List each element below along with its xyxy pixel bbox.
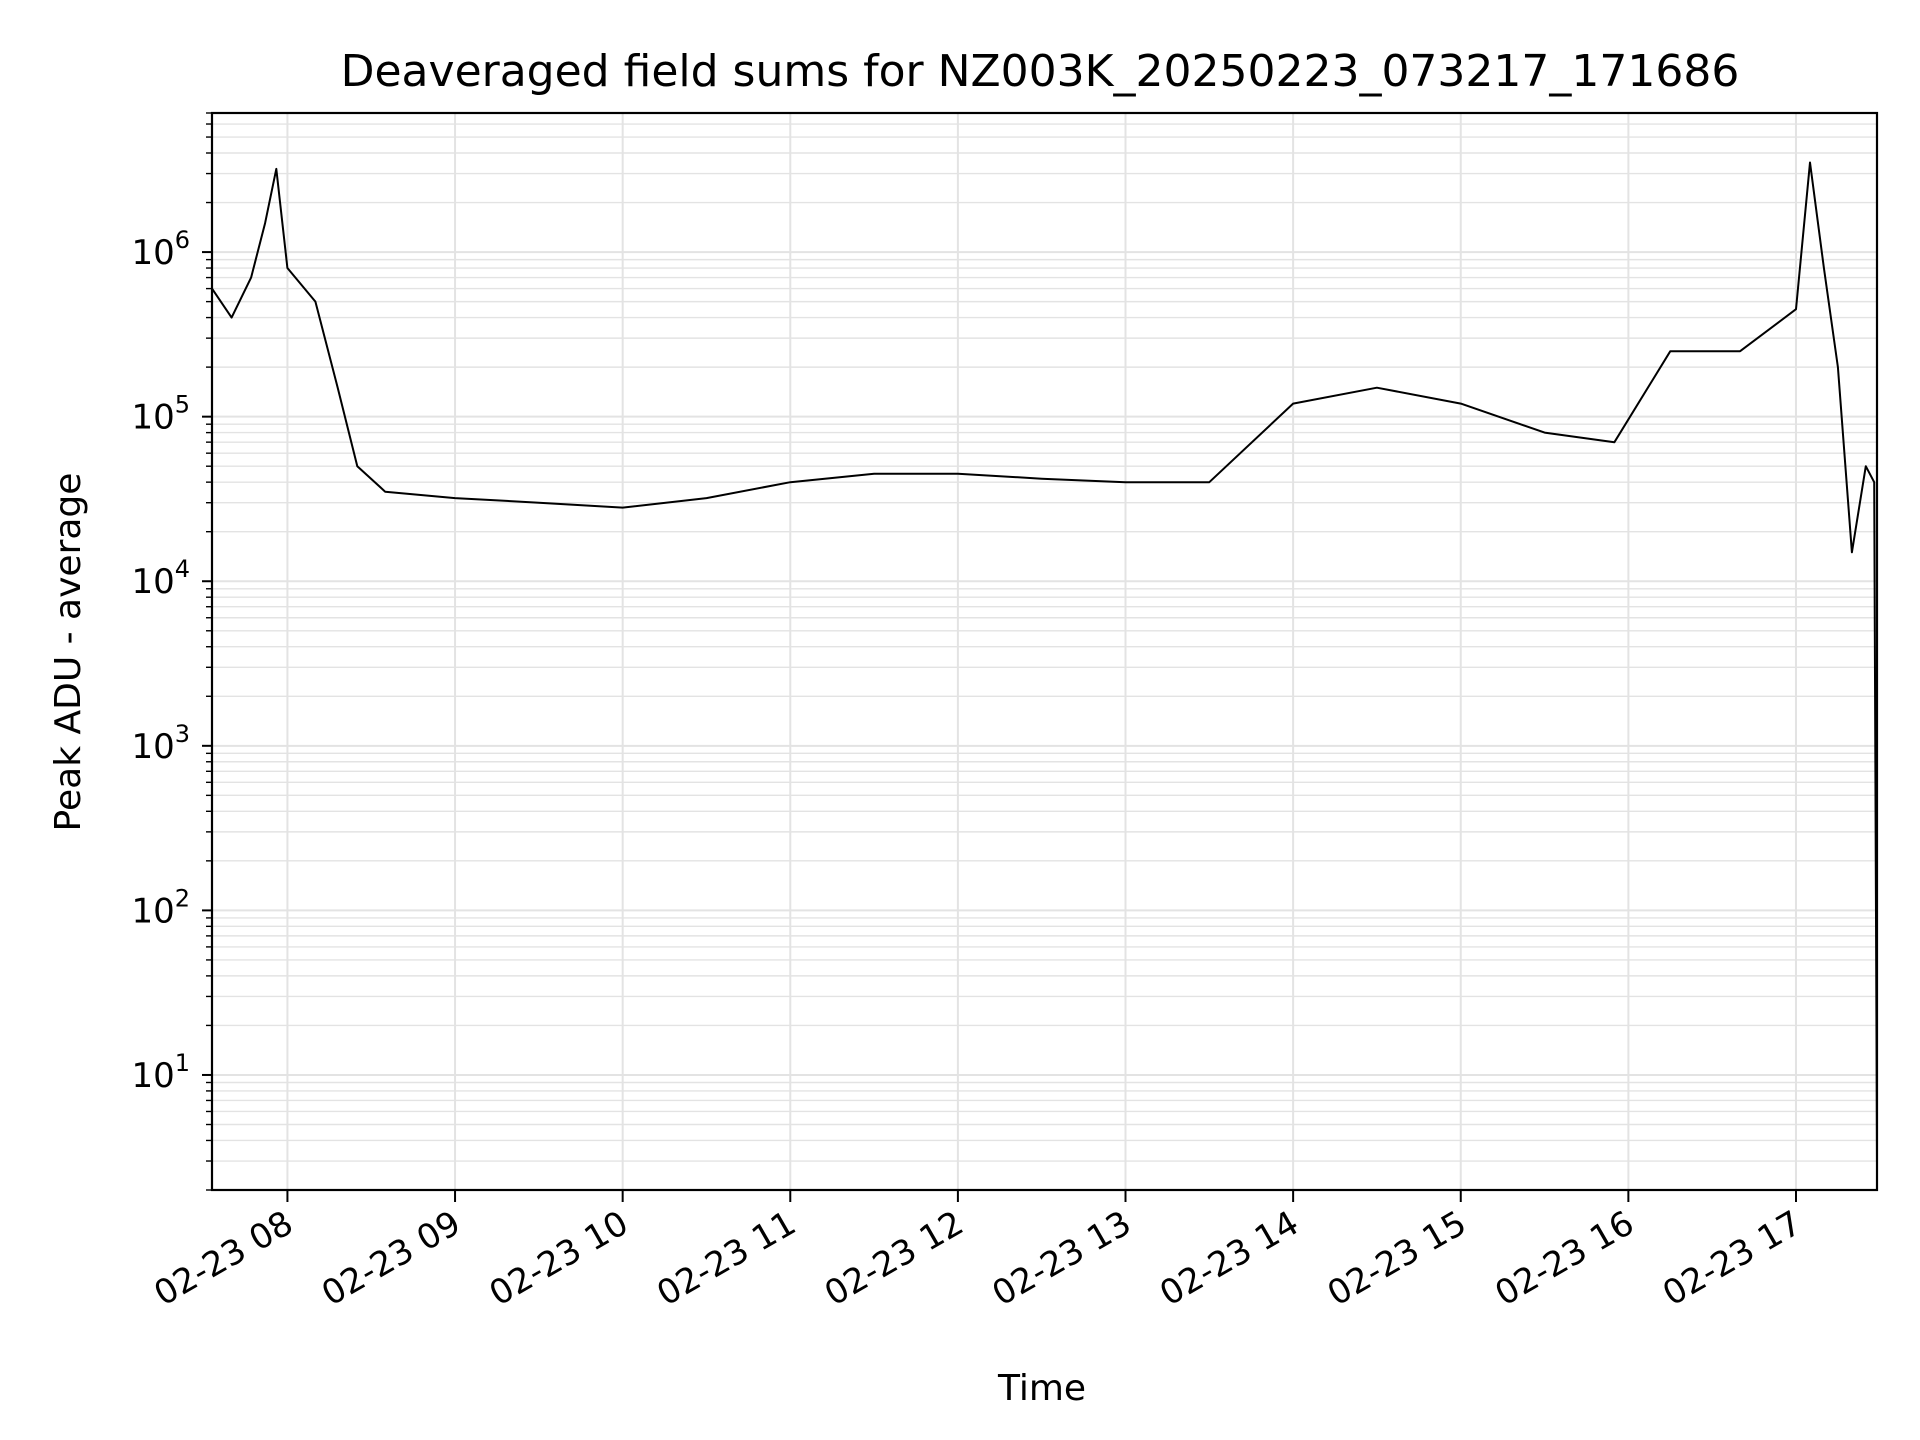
x-tick-label: 02-23 11 [650,1203,802,1314]
y-tick-label: 101 [131,1049,190,1096]
x-tick-label: 02-23 14 [1153,1203,1305,1314]
x-tick-label: 02-23 08 [148,1203,300,1314]
x-tick-label: 02-23 15 [1321,1203,1473,1314]
x-axis-label: Time [997,1368,1086,1409]
chart-title: Deaveraged field sums for NZ003K_2025022… [341,46,1740,97]
x-tick-label: 02-23 13 [986,1203,1138,1314]
x-tick-label: 02-23 10 [483,1203,635,1314]
series-line [212,161,1877,1162]
y-tick-label: 106 [131,226,190,273]
y-tick-label: 102 [131,884,190,931]
x-tick-label: 02-23 16 [1488,1203,1640,1314]
y-tick-label: 105 [131,391,190,438]
series-line-group [212,161,1877,1162]
x-tick-label: 02-23 12 [818,1203,970,1314]
x-tick-label: 02-23 09 [315,1203,467,1314]
x-axis: 02-23 08 02-23 09 02-23 10 02-23 11 02-23 12… [148,1190,1808,1314]
y-axis: 101 102 103 104 105 106 [131,112,212,1191]
grid [212,112,1877,1191]
y-tick-label: 103 [131,720,190,767]
y-axis-label: Peak ADU - average [48,473,89,832]
y-tick-label: 104 [131,555,190,602]
x-tick-label: 02-23 17 [1656,1203,1808,1314]
plot-frame [210,111,1879,1192]
